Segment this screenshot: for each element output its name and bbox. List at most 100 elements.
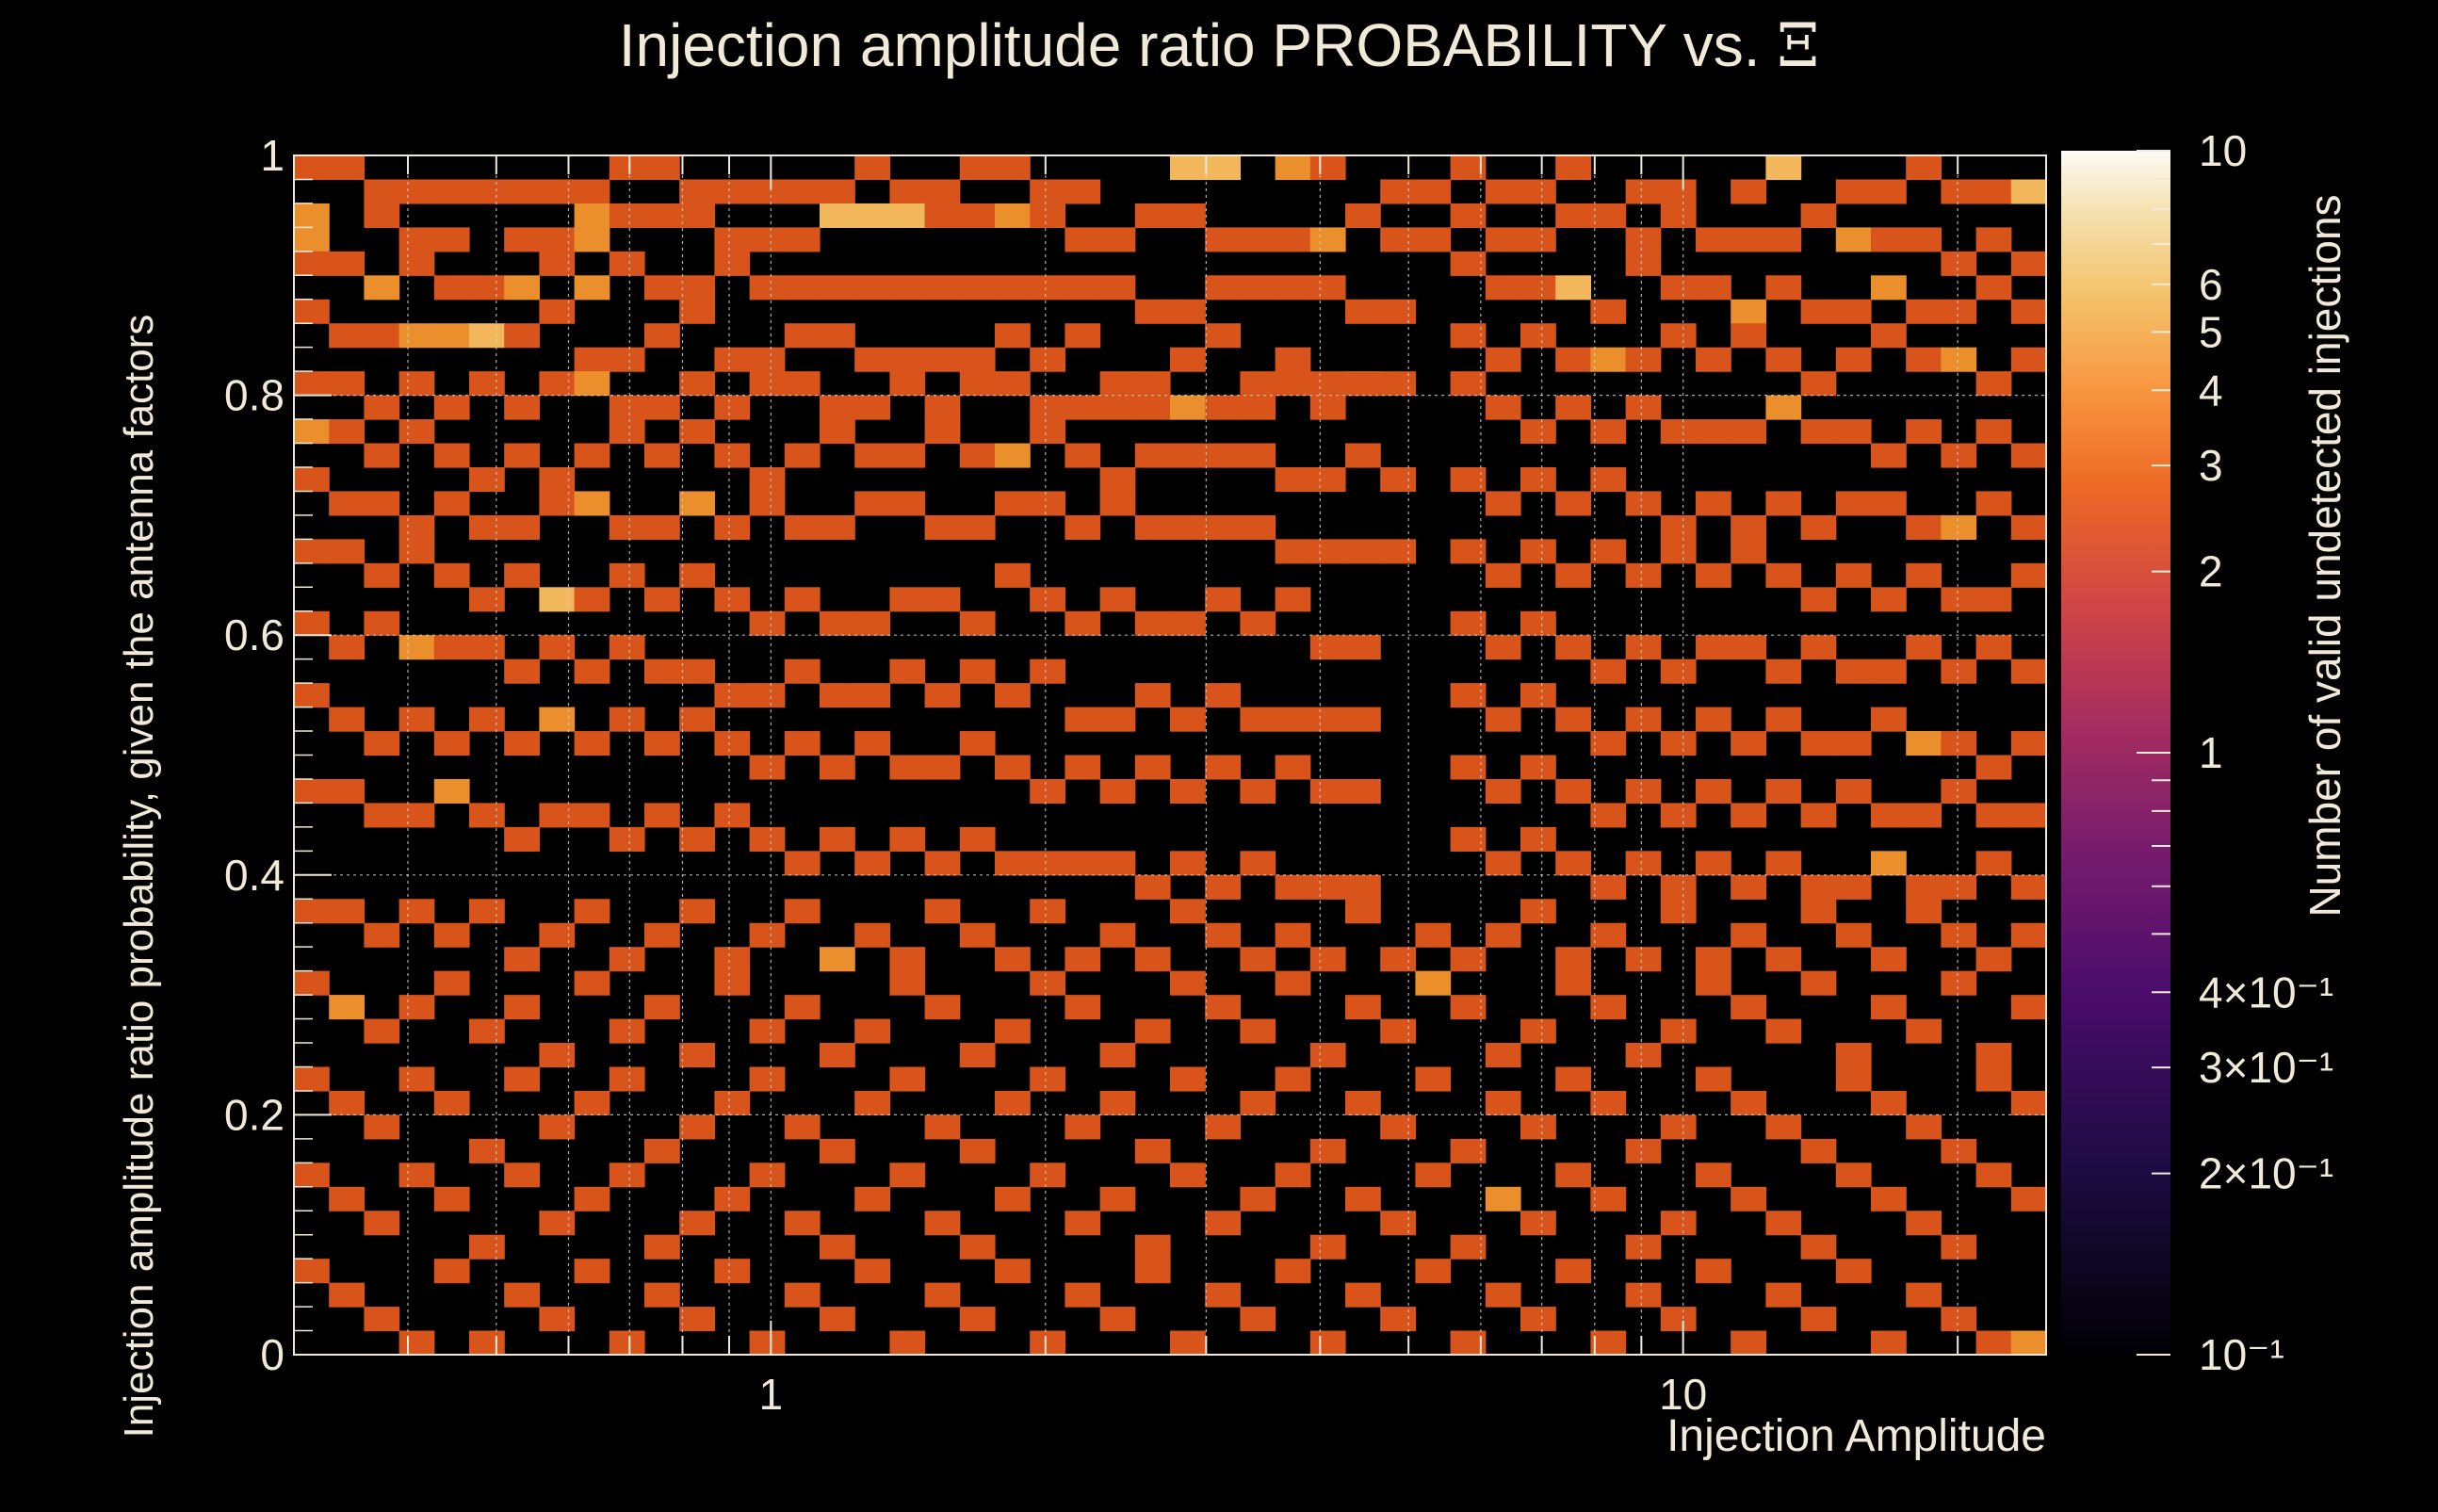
heatmap-cell (1170, 778, 1206, 805)
heatmap-cell (854, 443, 890, 468)
x-tick-label: 1 (759, 1370, 784, 1419)
heatmap-cell (1765, 1114, 1802, 1140)
heatmap-cell (1170, 514, 1206, 540)
heatmap-cell (820, 1138, 855, 1163)
heatmap-cell (1696, 851, 1731, 876)
heatmap-cell (1485, 347, 1521, 372)
heatmap-cell (1415, 227, 1452, 252)
heatmap-cell (1941, 922, 1977, 948)
heatmap-cell (1205, 155, 1241, 181)
heatmap-cell (1170, 299, 1206, 324)
heatmap-cell (539, 371, 576, 397)
heatmap-cell (784, 587, 821, 612)
heatmap-cell (959, 610, 996, 636)
heatmap-cell (504, 1066, 540, 1092)
heatmap-cell (889, 587, 926, 612)
heatmap-cell (1555, 635, 1591, 660)
heatmap-cell (1345, 371, 1381, 397)
heatmap-cell (1800, 299, 1837, 324)
heatmap-cell (1731, 514, 1766, 540)
heatmap-cell (924, 395, 961, 420)
heatmap-cell (2010, 562, 2047, 588)
heatmap-cell (1800, 731, 1837, 756)
heatmap-cell (854, 851, 890, 876)
heatmap-cell (644, 1138, 680, 1163)
heatmap-cell (1240, 227, 1276, 252)
heatmap-cell (1660, 731, 1697, 756)
heatmap-cell (1835, 419, 1872, 445)
heatmap-cell (469, 179, 505, 204)
y-tick-label: 0.4 (224, 851, 284, 900)
heatmap-cell (995, 562, 1031, 588)
heatmap-cell (679, 1043, 715, 1068)
heatmap-cell (1170, 970, 1206, 996)
color-scale-tick-label: 6 (2199, 260, 2223, 309)
heatmap-cell (1800, 1234, 1837, 1260)
heatmap-cell (1309, 1330, 1346, 1356)
heatmap-cell (433, 635, 470, 660)
heatmap-cell (1345, 995, 1381, 1020)
heatmap-cell (1450, 947, 1487, 972)
heatmap-cell (854, 275, 890, 301)
heatmap-cell (1975, 419, 2012, 445)
heatmap-cell (820, 1234, 855, 1260)
heatmap-cell (1975, 755, 2012, 780)
heatmap-cell (2010, 347, 2047, 372)
heatmap-cell (1030, 203, 1065, 228)
heatmap-cell (1871, 658, 1907, 684)
heatmap-cell (1380, 1307, 1416, 1332)
heatmap-cell (1731, 635, 1766, 660)
heatmap-cell (294, 899, 330, 924)
heatmap-cell (469, 1138, 505, 1163)
heatmap-cell (924, 995, 961, 1020)
heatmap-cell (294, 251, 330, 276)
heatmap-cell (1765, 491, 1802, 516)
heatmap-cell (329, 635, 365, 660)
heatmap-cell (1871, 443, 1907, 468)
heatmap-cell (364, 491, 400, 516)
heatmap-cell (1309, 947, 1346, 972)
heatmap-cell (924, 587, 961, 612)
heatmap-cell (679, 203, 715, 228)
heatmap-cell (2010, 922, 2047, 948)
heatmap-cell (924, 275, 961, 301)
heatmap-cell (749, 371, 786, 397)
heatmap-cell (329, 995, 365, 1020)
color-scale-tick-label: 2 (2199, 547, 2223, 596)
heatmap-cell (1800, 419, 1837, 445)
heatmap-cell (1485, 635, 1521, 660)
color-scale-tick-label: 4×10⁻¹ (2199, 967, 2333, 1016)
y-tick-label: 1 (260, 131, 284, 180)
heatmap-cell (294, 203, 330, 228)
heatmap-cell (924, 755, 961, 780)
heatmap-cell (959, 658, 996, 684)
y-tick-label: 0.8 (224, 371, 284, 420)
heatmap-cell (995, 683, 1031, 708)
heatmap-cell (854, 395, 890, 420)
heatmap-cell (1099, 1090, 1136, 1115)
heatmap-cell (1520, 419, 1556, 445)
heatmap-cell (1450, 466, 1487, 493)
heatmap-cell (1555, 1066, 1591, 1092)
heatmap-cell (959, 514, 996, 540)
heatmap-cell (609, 1066, 645, 1092)
heatmap-cell (1134, 1234, 1171, 1260)
heatmap-cell (1731, 1186, 1766, 1211)
heatmap-cell (679, 562, 715, 588)
heatmap-cell (1345, 443, 1381, 468)
heatmap-cell (1099, 778, 1136, 805)
heatmap-cell (1380, 227, 1416, 252)
heatmap-cell (1660, 1018, 1697, 1044)
heatmap-cell (889, 658, 926, 684)
heatmap-cell (1906, 1114, 1942, 1140)
heatmap-cell (749, 491, 786, 516)
heatmap-cell (1065, 443, 1101, 468)
heatmap-cell (1065, 275, 1101, 301)
heatmap-cell (1450, 995, 1487, 1020)
heatmap-cell (959, 1138, 996, 1163)
heatmap-cell (1590, 539, 1627, 564)
heatmap-cell (574, 179, 610, 204)
heatmap-cell (2010, 179, 2047, 204)
heatmap-cell (1906, 227, 1942, 252)
heatmap-cell (1765, 227, 1802, 252)
